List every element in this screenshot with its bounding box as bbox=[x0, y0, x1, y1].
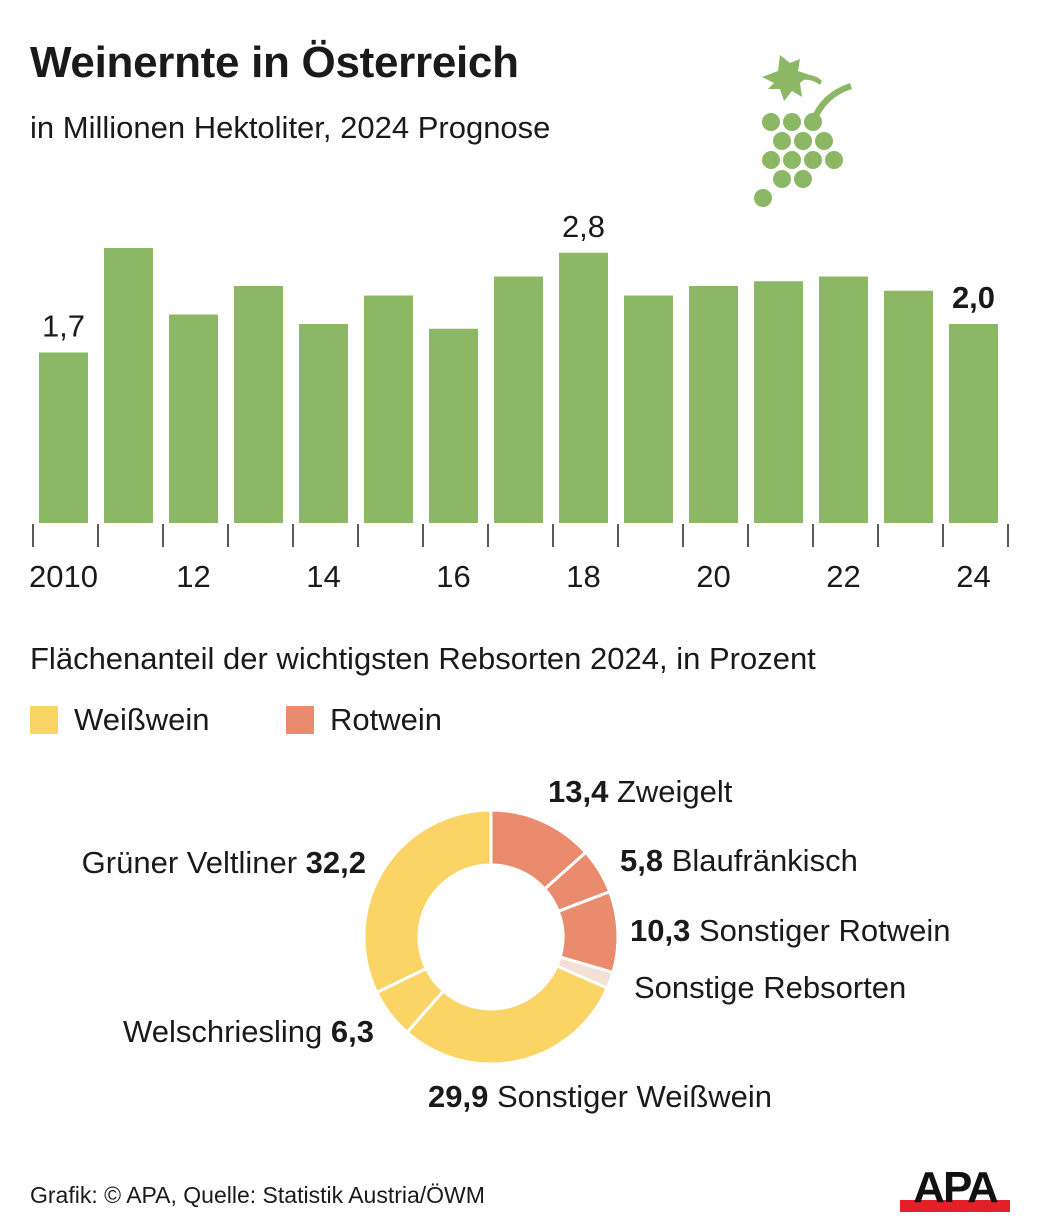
x-axis-ticks bbox=[32, 524, 1009, 547]
grape-vine bbox=[810, 83, 852, 123]
bar-chart: 2010 12 14 16 18 20 22 24 1,7 2,8 2,0 bbox=[29, 209, 1009, 594]
x-tick-label: 14 bbox=[306, 559, 340, 594]
slice-sonstiger-weißwein bbox=[404, 964, 610, 1066]
slice-name: Sonstiger Rotwein bbox=[690, 913, 950, 948]
chart-title: Weinernte in Österreich bbox=[30, 38, 519, 87]
bar-2019 bbox=[624, 295, 673, 523]
x-tick-label: 2010 bbox=[29, 559, 98, 594]
bar-2014 bbox=[299, 324, 348, 523]
legend-swatch-white-wine bbox=[30, 706, 58, 734]
bar-2024 bbox=[949, 324, 998, 523]
bar-2010 bbox=[39, 352, 88, 523]
slice-label: 10,3 Sonstiger Rotwein bbox=[630, 913, 951, 948]
legend-item-red-wine: Rotwein bbox=[286, 700, 442, 740]
legend-label: Weißwein bbox=[74, 702, 210, 737]
apa-logo: APA bbox=[900, 1164, 1010, 1212]
grape-stem bbox=[794, 74, 822, 85]
bar-series bbox=[39, 248, 998, 523]
slice-label: 29,9 Sonstiger Weißwein bbox=[428, 1079, 772, 1114]
bar-2013 bbox=[234, 286, 283, 523]
bar-2011 bbox=[104, 248, 153, 523]
slice-name: Grüner Veltliner bbox=[82, 845, 306, 880]
bar-2020 bbox=[689, 286, 738, 523]
bar-2022 bbox=[819, 276, 868, 523]
logo-text: APA bbox=[913, 1164, 998, 1212]
grape-icon bbox=[754, 55, 852, 207]
legend-swatch-red-wine bbox=[286, 706, 314, 734]
x-axis-tick-labels: 2010 12 14 16 18 20 22 24 bbox=[29, 559, 991, 594]
slice-label: 13,4 Zweigelt bbox=[548, 774, 733, 809]
x-tick-label: 16 bbox=[436, 559, 470, 594]
bar-data-label: 1,7 bbox=[42, 309, 85, 344]
bar-2021 bbox=[754, 281, 803, 523]
bar-data-labels: 1,7 2,8 2,0 bbox=[42, 209, 995, 344]
bar-2023 bbox=[884, 290, 933, 523]
slice-label: Sonstige Rebsorten bbox=[634, 970, 906, 1005]
donut-slice-labels: 13,4 Zweigelt 5,8 Blaufränkisch 10,3 Sonst… bbox=[82, 774, 951, 1114]
slice-name: Welschriesling bbox=[123, 1014, 331, 1049]
slice-value: 6,3 bbox=[331, 1014, 374, 1049]
bar-2018 bbox=[559, 252, 608, 523]
x-tick-label: 20 bbox=[696, 559, 730, 594]
legend-label: Rotwein bbox=[330, 702, 442, 737]
bar-data-label: 2,8 bbox=[562, 209, 605, 244]
slice-label: Grüner Veltliner 32,2 bbox=[82, 845, 366, 880]
x-tick-label: 24 bbox=[956, 559, 990, 594]
x-tick-label: 18 bbox=[566, 559, 600, 594]
logo-bar bbox=[900, 1200, 1010, 1212]
legend-item-white-wine: Weißwein bbox=[30, 700, 210, 740]
bar-2016 bbox=[429, 328, 478, 523]
slice-name: Blaufränkisch bbox=[663, 843, 858, 878]
donut-chart-title: Flächenanteil der wichtigsten Rebsorten … bbox=[30, 641, 816, 676]
slice-value: 13,4 bbox=[548, 774, 609, 809]
bar-2012 bbox=[169, 314, 218, 523]
grape-leaf bbox=[762, 55, 810, 101]
donut-chart: 13,4 Zweigelt 5,8 Blaufränkisch 10,3 Sonst… bbox=[82, 774, 951, 1114]
x-tick-label: 22 bbox=[826, 559, 860, 594]
slice-grüner-veltliner bbox=[362, 808, 493, 995]
slice-label: 5,8 Blaufränkisch bbox=[620, 843, 858, 878]
source-note: Grafik: © APA, Quelle: Statistik Austria… bbox=[30, 1182, 485, 1208]
slice-name: Sonstiger Weißwein bbox=[488, 1079, 772, 1114]
chart-subtitle: in Millionen Hektoliter, 2024 Prognose bbox=[30, 110, 551, 145]
slice-name: Zweigelt bbox=[608, 774, 732, 809]
slice-value: 32,2 bbox=[306, 845, 366, 880]
x-tick-label: 12 bbox=[176, 559, 210, 594]
bar-2017 bbox=[494, 276, 543, 523]
slice-name: Sonstige Rebsorten bbox=[634, 970, 906, 1005]
bar-data-label: 2,0 bbox=[952, 280, 995, 315]
donut-slices bbox=[362, 808, 620, 1066]
bar-2015 bbox=[364, 295, 413, 523]
slice-value: 5,8 bbox=[620, 843, 663, 878]
slice-value: 29,9 bbox=[428, 1079, 488, 1114]
slice-value: 10,3 bbox=[630, 913, 690, 948]
slice-label: Welschriesling 6,3 bbox=[123, 1014, 374, 1049]
